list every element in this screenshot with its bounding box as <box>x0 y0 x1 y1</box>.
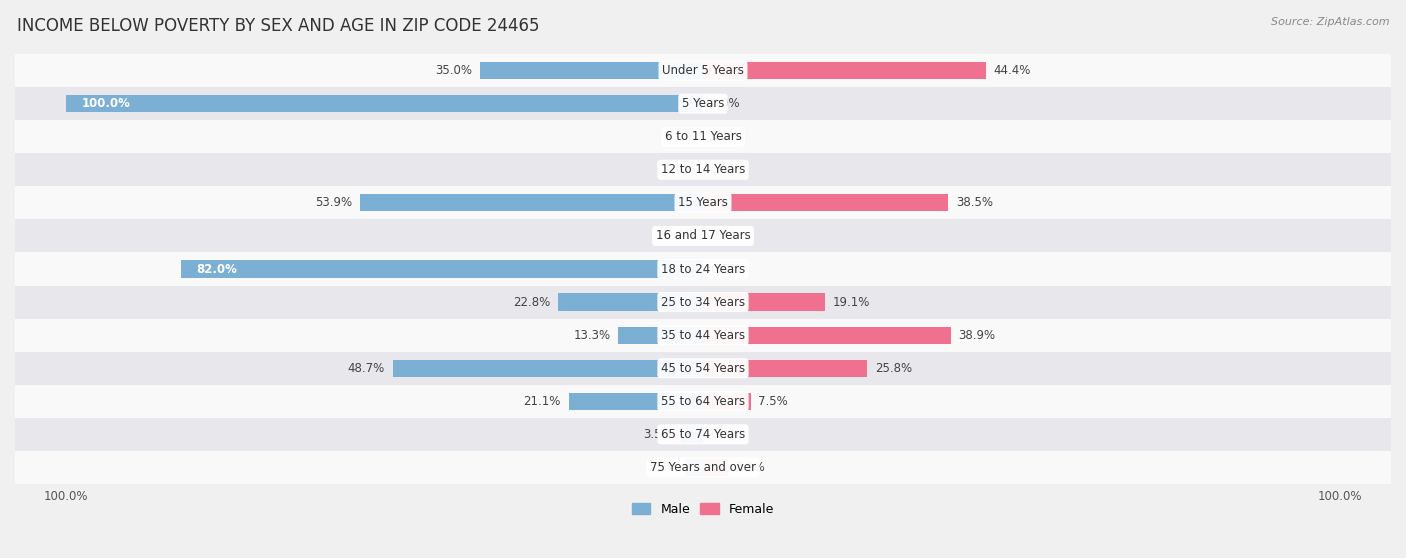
Bar <box>15 186 1391 219</box>
Bar <box>703 294 825 311</box>
Text: 21.1%: 21.1% <box>523 395 561 408</box>
Text: 18 to 24 Years: 18 to 24 Years <box>661 262 745 276</box>
Text: 5 Years: 5 Years <box>682 97 724 110</box>
Bar <box>681 426 703 443</box>
Text: 0.0%: 0.0% <box>710 163 741 176</box>
Bar <box>15 352 1391 385</box>
Bar <box>15 286 1391 319</box>
Text: 15 Years: 15 Years <box>678 196 728 209</box>
Text: 25 to 34 Years: 25 to 34 Years <box>661 296 745 309</box>
Text: 38.9%: 38.9% <box>959 329 995 341</box>
Text: 16 and 17 Years: 16 and 17 Years <box>655 229 751 242</box>
Text: 82.0%: 82.0% <box>197 262 238 276</box>
Text: 65 to 74 Years: 65 to 74 Years <box>661 428 745 441</box>
Text: 100.0%: 100.0% <box>82 97 131 110</box>
Bar <box>15 219 1391 252</box>
Text: 44.4%: 44.4% <box>994 64 1031 77</box>
Bar <box>703 62 986 79</box>
Text: 13.3%: 13.3% <box>574 329 610 341</box>
Bar <box>703 393 751 410</box>
Text: 35 to 44 Years: 35 to 44 Years <box>661 329 745 341</box>
Text: 55 to 64 Years: 55 to 64 Years <box>661 395 745 408</box>
Bar <box>703 194 948 211</box>
Text: 3.5%: 3.5% <box>644 428 673 441</box>
Text: 35.0%: 35.0% <box>436 64 472 77</box>
Bar <box>685 459 703 476</box>
Bar <box>15 54 1391 87</box>
Bar <box>15 385 1391 418</box>
Text: 48.7%: 48.7% <box>347 362 385 375</box>
Bar <box>15 120 1391 153</box>
Text: 0.0%: 0.0% <box>710 229 741 242</box>
Bar <box>15 252 1391 286</box>
Text: INCOME BELOW POVERTY BY SEX AND AGE IN ZIP CODE 24465: INCOME BELOW POVERTY BY SEX AND AGE IN Z… <box>17 17 540 35</box>
Text: Source: ZipAtlas.com: Source: ZipAtlas.com <box>1271 17 1389 27</box>
Text: 0.0%: 0.0% <box>710 97 741 110</box>
Bar <box>558 294 703 311</box>
Bar <box>15 319 1391 352</box>
Text: 22.8%: 22.8% <box>513 296 550 309</box>
Text: 7.5%: 7.5% <box>758 395 789 408</box>
Text: 12 to 14 Years: 12 to 14 Years <box>661 163 745 176</box>
Text: 0.0%: 0.0% <box>710 130 741 143</box>
Bar <box>15 153 1391 186</box>
Text: 0.0%: 0.0% <box>665 130 696 143</box>
Text: 53.9%: 53.9% <box>315 196 352 209</box>
Bar <box>360 194 703 211</box>
Text: 0.0%: 0.0% <box>710 428 741 441</box>
Text: 25.8%: 25.8% <box>875 362 912 375</box>
Bar <box>66 95 703 112</box>
Bar <box>568 393 703 410</box>
Text: 45 to 54 Years: 45 to 54 Years <box>661 362 745 375</box>
Bar <box>619 326 703 344</box>
Bar <box>703 326 950 344</box>
Bar <box>15 451 1391 484</box>
Bar <box>15 87 1391 120</box>
Text: 75 Years and over: 75 Years and over <box>650 461 756 474</box>
Text: 3.9%: 3.9% <box>735 461 765 474</box>
Text: 19.1%: 19.1% <box>832 296 870 309</box>
Bar <box>15 418 1391 451</box>
Text: 6 to 11 Years: 6 to 11 Years <box>665 130 741 143</box>
Text: 2.8%: 2.8% <box>648 461 678 474</box>
Legend: Male, Female: Male, Female <box>627 498 779 521</box>
Text: 0.0%: 0.0% <box>710 262 741 276</box>
Text: 0.0%: 0.0% <box>665 163 696 176</box>
Text: 0.0%: 0.0% <box>665 229 696 242</box>
Text: 38.5%: 38.5% <box>956 196 993 209</box>
Bar <box>479 62 703 79</box>
Bar <box>180 261 703 278</box>
Text: Under 5 Years: Under 5 Years <box>662 64 744 77</box>
Bar <box>703 459 728 476</box>
Bar <box>703 359 868 377</box>
Bar <box>392 359 703 377</box>
